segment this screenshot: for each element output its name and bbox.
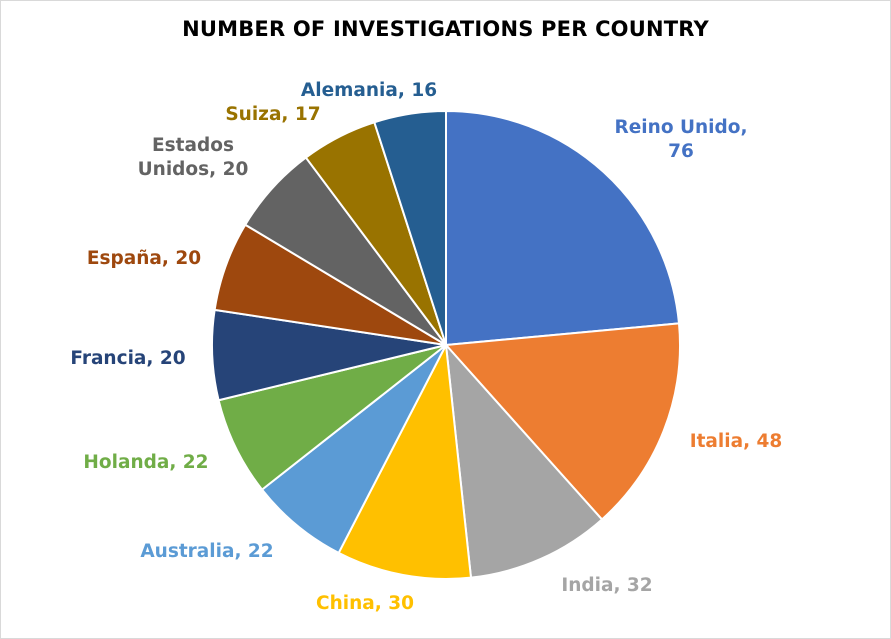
pie-slice-china (337, 344, 472, 580)
data-label-reino-unido: Reino Unido, 76 (615, 117, 748, 162)
data-label-francia: Francia, 20 (70, 348, 185, 369)
pie-slice-italia (445, 322, 681, 521)
data-label-china: China, 30 (316, 593, 414, 614)
data-label-india: India, 32 (561, 575, 652, 596)
data-label-alemania: Alemania, 16 (301, 80, 437, 101)
data-label-australia: Australia, 22 (140, 541, 273, 562)
data-label-suiza: Suiza, 17 (225, 104, 320, 125)
data-label-españa: España, 20 (87, 248, 201, 269)
pie-slice-alemania (373, 110, 447, 346)
data-label-holanda: Holanda, 22 (83, 452, 208, 473)
pie-slice-reino-unido (445, 110, 680, 346)
chart-title: NUMBER OF INVESTIGATIONS PER COUNTRY (182, 17, 709, 41)
data-label-italia: Italia, 48 (690, 431, 783, 452)
data-label-estados-unidos: Estados Unidos, 20 (138, 135, 249, 180)
pie-slice-india (445, 344, 603, 579)
